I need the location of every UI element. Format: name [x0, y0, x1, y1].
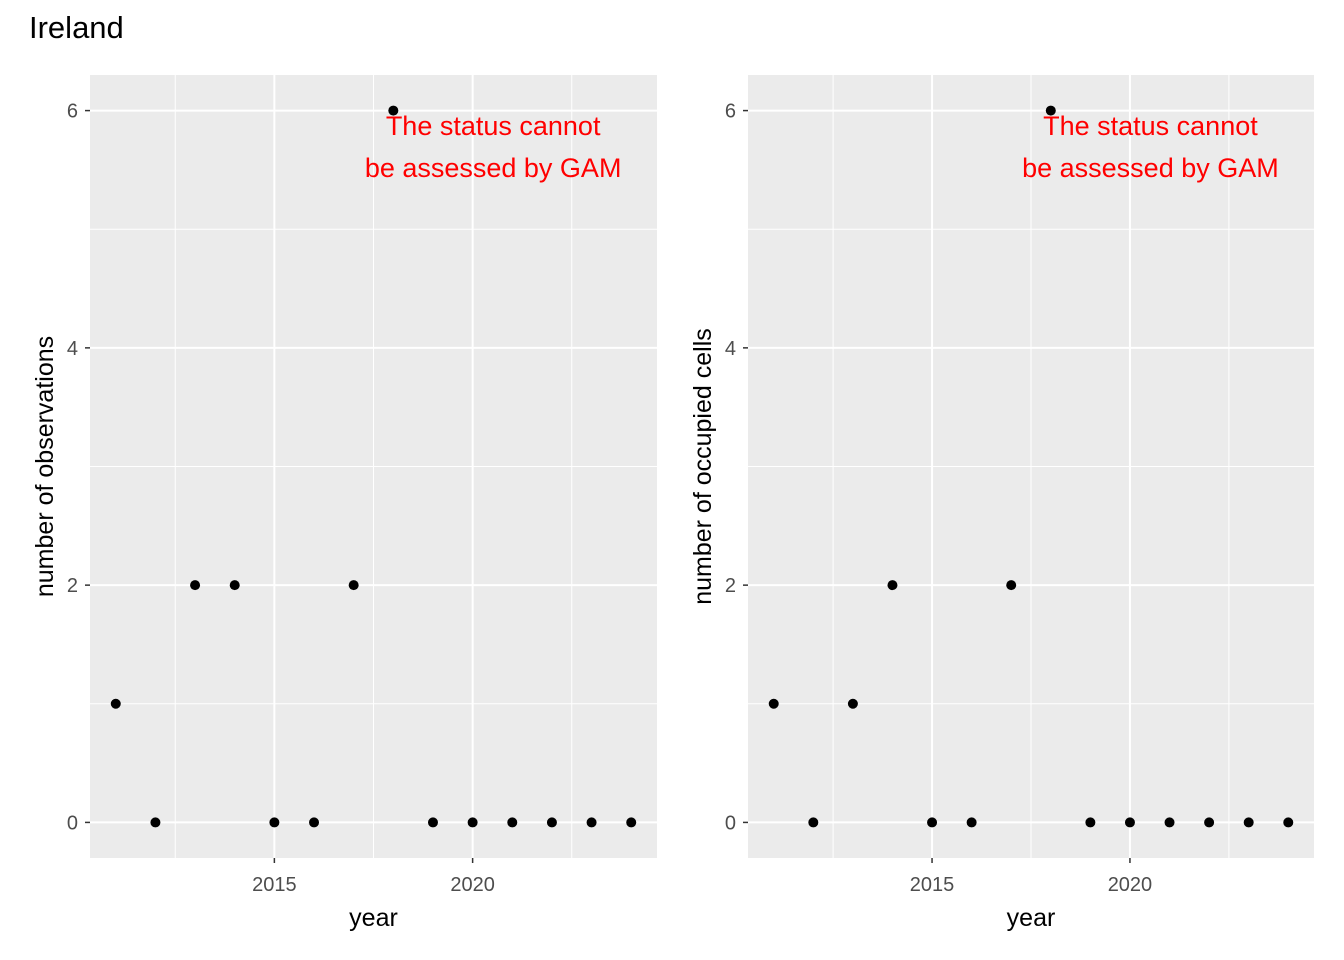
y-axis-title: number of observations [31, 336, 59, 597]
data-point [150, 817, 161, 828]
y-tick-label: 0 [725, 812, 736, 834]
data-point [1283, 817, 1294, 828]
data-point [808, 817, 819, 828]
y-axis-title: number of occupied cells [689, 328, 717, 605]
data-point [586, 817, 597, 828]
x-axis-title: year [349, 904, 398, 932]
data-point [467, 817, 478, 828]
data-point [348, 580, 359, 591]
annotation-text: The status cannot [386, 111, 601, 141]
chart-panel-2: 0 2 4 6 2015 2020 year number of occupied cells… [689, 75, 1314, 932]
x-axis-title: year [1007, 904, 1056, 932]
data-point [927, 817, 938, 828]
data-point [190, 580, 201, 591]
chart-panel-1: 0 2 4 6 2015 2020 year number of observations Th… [31, 75, 657, 932]
x-tick-label: 2020 [450, 874, 495, 896]
x-tick-label: 2015 [252, 874, 297, 896]
data-point [966, 817, 977, 828]
data-point [1006, 580, 1017, 591]
data-point [269, 817, 280, 828]
data-point [1243, 817, 1254, 828]
data-point [1124, 817, 1135, 828]
y-tick-label: 6 [725, 101, 736, 123]
data-point [546, 817, 557, 828]
data-point [887, 580, 898, 591]
data-point [507, 817, 518, 828]
annotation-text: The status cannot [1043, 111, 1258, 141]
data-point [388, 105, 399, 116]
x-tick-label: 2020 [1108, 874, 1153, 896]
data-point [1164, 817, 1175, 828]
data-point [1204, 817, 1215, 828]
y-tick-label: 2 [67, 575, 78, 597]
data-point [847, 698, 858, 709]
y-tick-label: 0 [67, 812, 78, 834]
data-point [427, 817, 438, 828]
annotation-text: be assessed by GAM [1022, 153, 1279, 183]
data-point [768, 698, 779, 709]
y-tick-label: 4 [725, 338, 736, 360]
data-point [1045, 105, 1056, 116]
data-point [309, 817, 320, 828]
y-tick-label: 2 [725, 575, 736, 597]
data-point [626, 817, 637, 828]
x-tick-label: 2015 [910, 874, 955, 896]
data-point [1085, 817, 1096, 828]
annotation-text: be assessed by GAM [365, 153, 622, 183]
page-title: Ireland [29, 10, 124, 45]
y-tick-label: 6 [67, 101, 78, 123]
data-point [229, 580, 240, 591]
data-point [110, 698, 121, 709]
y-tick-label: 4 [67, 338, 78, 360]
